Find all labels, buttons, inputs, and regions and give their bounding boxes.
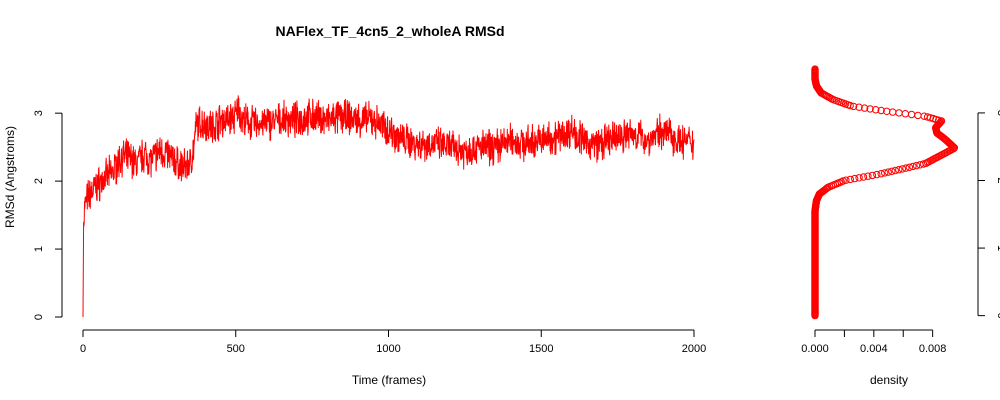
density-point [891,166,899,175]
density-y-tick-label: 1 [995,245,1000,251]
density-x-axis-label: density [870,373,908,387]
density-point [914,111,922,120]
density-point [912,161,921,170]
chart-title: NAFlex_TF_4cn5_2_wholeA RMSd [276,23,505,39]
density-y-tick-label: 3 [995,110,1000,116]
rmsd-series-line [82,95,695,318]
density-point [909,162,917,171]
density-point [872,106,880,114]
y-tick-label: 0 [33,314,45,320]
density-point [905,163,914,172]
density-point [881,169,889,177]
density-point [855,103,863,111]
density-point [888,167,896,176]
x-axis: 0 500 1000 1500 2000 [80,329,706,355]
density-point [846,175,854,184]
density-point [864,172,872,180]
density-point [811,65,819,73]
x-axis-label: Time (frames) [352,373,426,387]
density-point [907,110,916,119]
density-x-axis: 0.000 0.004 0.008 [801,329,947,355]
x-tick-label: 500 [227,343,245,355]
density-x-tick-label: 0.000 [801,343,829,355]
density-point [883,107,891,116]
density-point [898,165,907,173]
rmsd-series [82,95,695,318]
density-x-tick-label: 0.008 [919,343,947,355]
x-tick-label: 0 [80,343,86,355]
density-point [902,164,910,172]
density-point [851,174,859,183]
density-series [811,65,959,320]
density-point [873,170,881,179]
density-point [895,109,903,117]
y-tick-label: 3 [33,110,45,116]
density-point [895,166,903,174]
density-point [860,104,869,112]
density-point [877,170,885,178]
density-point [859,173,868,181]
density-y-tick-label: 2 [995,177,1000,183]
density-point [855,174,863,182]
x-tick-label: 1000 [376,343,400,355]
x-tick-label: 1500 [529,343,553,355]
y-tick-label: 1 [33,246,45,252]
density-point [877,106,885,115]
density-point [822,185,830,193]
density-point [889,108,897,116]
density-point [866,105,874,113]
y-axis: 0 1 2 3 [33,110,63,320]
density-y-tick-label: 0 [995,313,1000,319]
y-tick-label: 2 [33,178,45,184]
density-point [923,113,932,121]
density-chart: density 0.000 0.004 0.008 0 1 2 3 [801,65,1000,387]
density-point [842,176,850,184]
density-point [868,171,877,180]
density-y-axis: 0 1 2 3 [977,110,1000,319]
y-axis-label: RMSd (Angstroms) [3,126,17,228]
x-tick-label: 2000 [682,343,706,355]
density-point [901,110,909,118]
rmsd-time-series-chart: NAFlex_TF_4cn5_2_wholeA RMSd Time (frame… [3,23,706,387]
density-point [884,168,892,176]
density-x-tick-label: 0.004 [860,343,888,355]
